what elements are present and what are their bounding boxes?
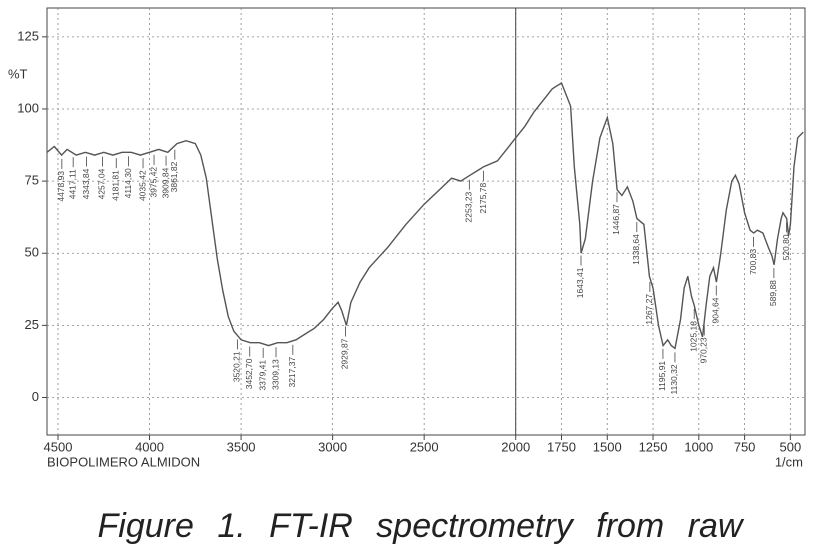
peak-label: 4257,04 (97, 168, 107, 199)
spectrum-line (46, 81, 804, 350)
peak-label: 4114,30 (123, 168, 133, 198)
x-tick-label: 2000 (501, 439, 530, 454)
x-tick-label: 500 (780, 439, 802, 454)
peak-label: 520,80 (781, 234, 791, 260)
y-tick-label: 125 (17, 28, 39, 43)
peak-label: 1267,27 (644, 294, 654, 325)
peak-label: 1130,32 (669, 364, 679, 394)
x-tick-label: 1000 (684, 439, 713, 454)
x-tick-label: 750 (734, 439, 756, 454)
peak-label: 3309,13 (270, 359, 280, 390)
peak-label: 1446,87 (611, 204, 621, 235)
x-tick-label: 4500 (44, 439, 73, 454)
x-tick-label: 1750 (547, 439, 576, 454)
plot-frame (46, 7, 806, 436)
peak-label: 3861,82 (169, 161, 179, 192)
x-tick-label: 3000 (318, 439, 347, 454)
peak-label: 589,88 (768, 280, 778, 306)
peak-label: 3975,42 (148, 167, 158, 198)
x-tick-label: 1500 (593, 439, 622, 454)
peak-label: 3909,84 (160, 167, 170, 198)
peak-label: 1338,64 (631, 234, 641, 265)
peak-label: 1195,91 (657, 361, 667, 391)
peak-label: 2929,87 (340, 338, 350, 369)
peak-label: 3379,41 (257, 360, 267, 391)
x-tick-label: 1250 (639, 439, 668, 454)
y-tick-label: 75 (25, 173, 39, 188)
x-axis-label: 1/cm (775, 454, 803, 469)
y-tick-label: 25 (25, 317, 39, 332)
peak-label: 700,83 (748, 249, 758, 275)
peak-label: 3452,70 (244, 358, 254, 389)
peak-label: 904,64 (711, 297, 721, 323)
peak-label: 970,23 (699, 337, 709, 363)
peak-label: 4035,42 (137, 170, 147, 201)
peak-label: 2253,23 (464, 191, 474, 222)
y-tick-label: 100 (17, 100, 39, 115)
peak-label: 4417,11 (67, 169, 77, 199)
y-tick-label: 0 (32, 389, 39, 404)
peak-label: 1025,18 (688, 321, 698, 352)
peak-label: 1643,41 (575, 267, 585, 298)
x-tick-label: 3500 (227, 439, 256, 454)
peak-label: 4478,93 (56, 171, 66, 202)
sample-name: BIOPOLIMERO ALMIDON (47, 454, 200, 469)
peak-label: 2175,78 (478, 183, 488, 214)
peak-label: 3520,21 (232, 351, 242, 382)
x-tick-label: 2500 (410, 439, 439, 454)
y-axis-label: %T (8, 66, 28, 81)
y-tick-label: 50 (25, 245, 39, 260)
peak-label: 4343,84 (81, 168, 91, 199)
peak-label: 3217,37 (287, 357, 297, 388)
x-tick-label: 4000 (135, 439, 164, 454)
peak-label: 4181,81 (110, 170, 120, 201)
caption: Figure 1. FT-IR spectrometry from raw (98, 507, 745, 545)
